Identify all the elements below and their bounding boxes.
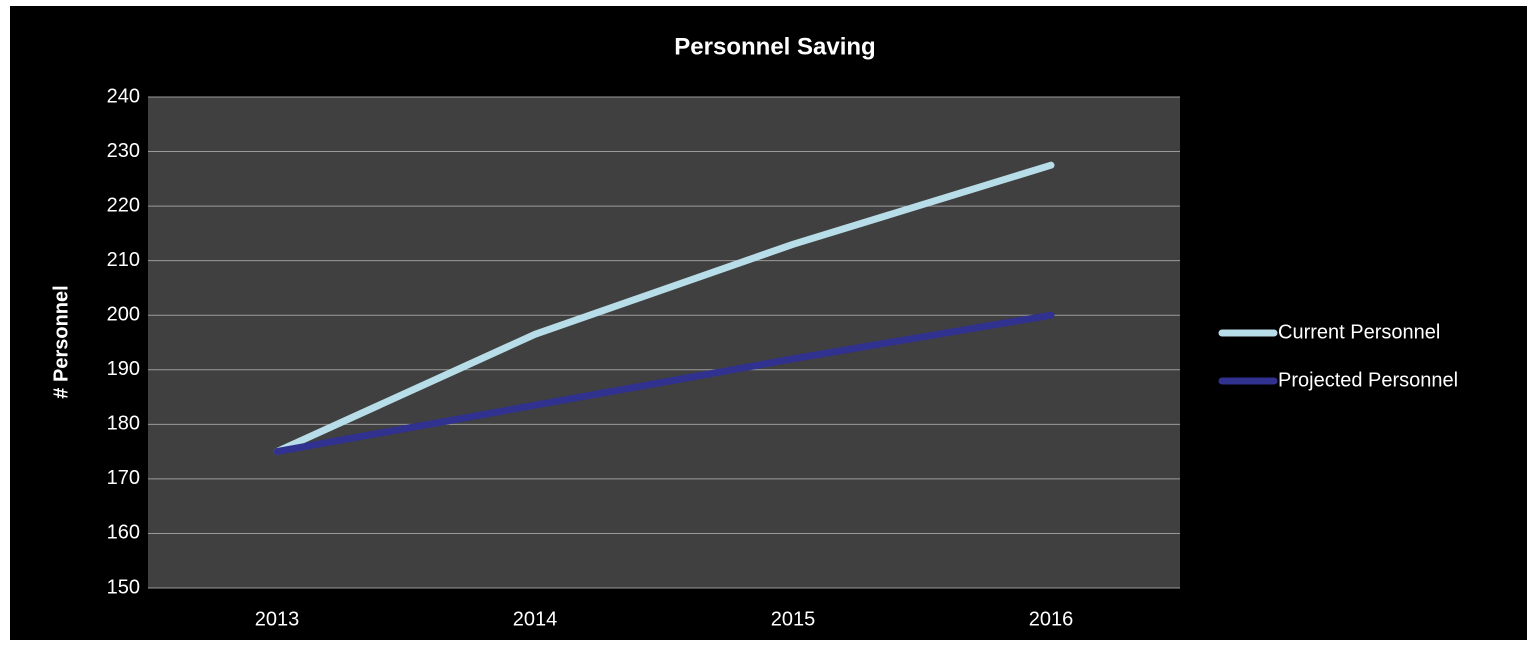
data-line [273, 161, 1055, 456]
x-tick-label: 2016 [1029, 608, 1074, 630]
y-tick-label: 230 [107, 140, 140, 162]
y-tick-label: 160 [107, 522, 140, 544]
y-tick-label: 150 [107, 576, 140, 598]
y-tick-label: 200 [107, 304, 140, 326]
legend-label: Projected Personnel [1278, 369, 1458, 391]
chart-title: Personnel Saving [674, 33, 875, 60]
y-tick-label: 220 [107, 194, 140, 216]
x-tick-label: 2014 [513, 608, 558, 630]
data-line [273, 311, 1055, 456]
x-tick-label: 2013 [255, 608, 300, 630]
y-tick-label: 210 [107, 249, 140, 271]
x-tick-label: 2015 [771, 608, 816, 630]
y-tick-label: 170 [107, 467, 140, 489]
legend-label: Current Personnel [1278, 321, 1440, 343]
y-tick-label: 240 [107, 85, 140, 107]
y-axis-label: # Personnel [50, 285, 72, 398]
y-tick-label: 190 [107, 358, 140, 380]
y-tick-label: 180 [107, 413, 140, 435]
